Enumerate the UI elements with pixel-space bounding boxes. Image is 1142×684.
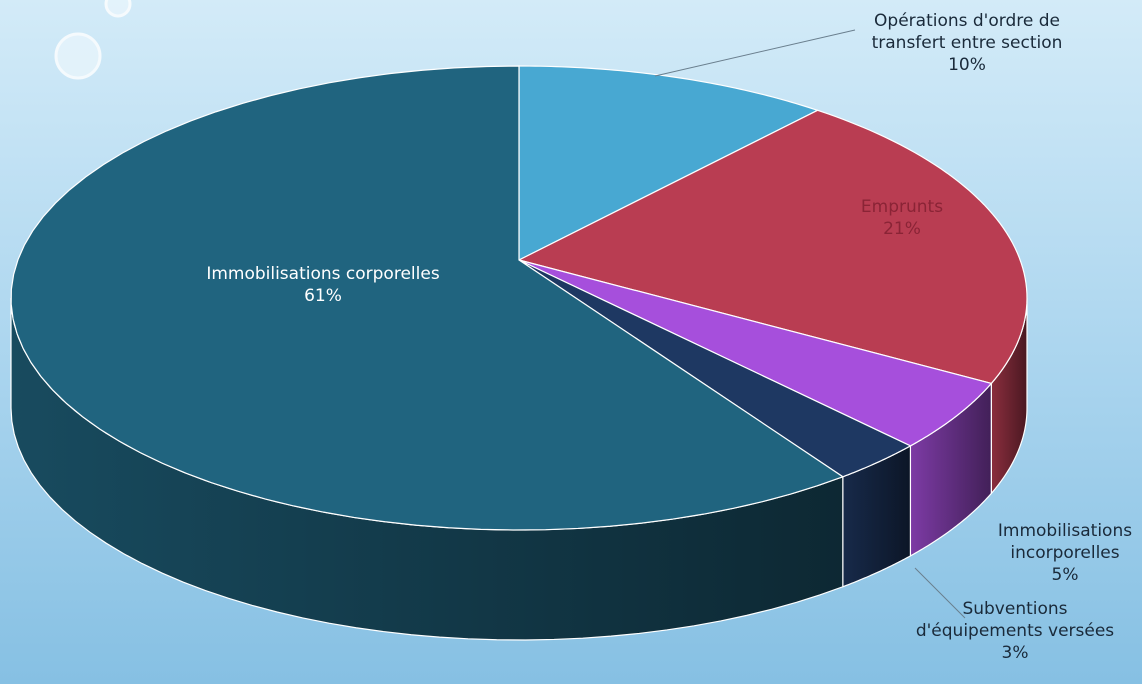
data-label: Emprunts 21% [822,196,982,240]
category-label: Immobilisations incorporelles [997,521,1133,563]
slice [10,65,845,531]
category-label: Subventions d'équipements versées [915,599,1115,641]
category-label: Immobilisations corporelles [206,264,440,284]
slice [517,109,1028,385]
value-label: 5% [1051,565,1079,585]
slice [518,259,912,478]
data-label: Immobilisations corporelles 61% [153,263,493,307]
data-label: Subventions d'équipements versées 3% [900,598,1130,664]
slice [518,65,820,261]
bubble-decoration [54,32,102,80]
data-label: Opérations d'ordre de transfert entre se… [837,10,1097,76]
slice [518,259,993,447]
data-label: Immobilisations incorporelles 5% [985,520,1142,586]
category-label: Opérations d'ordre de transfert entre se… [871,11,1063,53]
value-label: 10% [948,55,986,75]
leader-line [914,567,966,619]
value-label: 61% [304,286,342,306]
category-label: Emprunts [860,197,944,217]
value-label: 21% [883,219,921,239]
value-label: 3% [1001,643,1029,663]
leader-line [654,29,856,77]
bubble-decoration [104,0,132,18]
